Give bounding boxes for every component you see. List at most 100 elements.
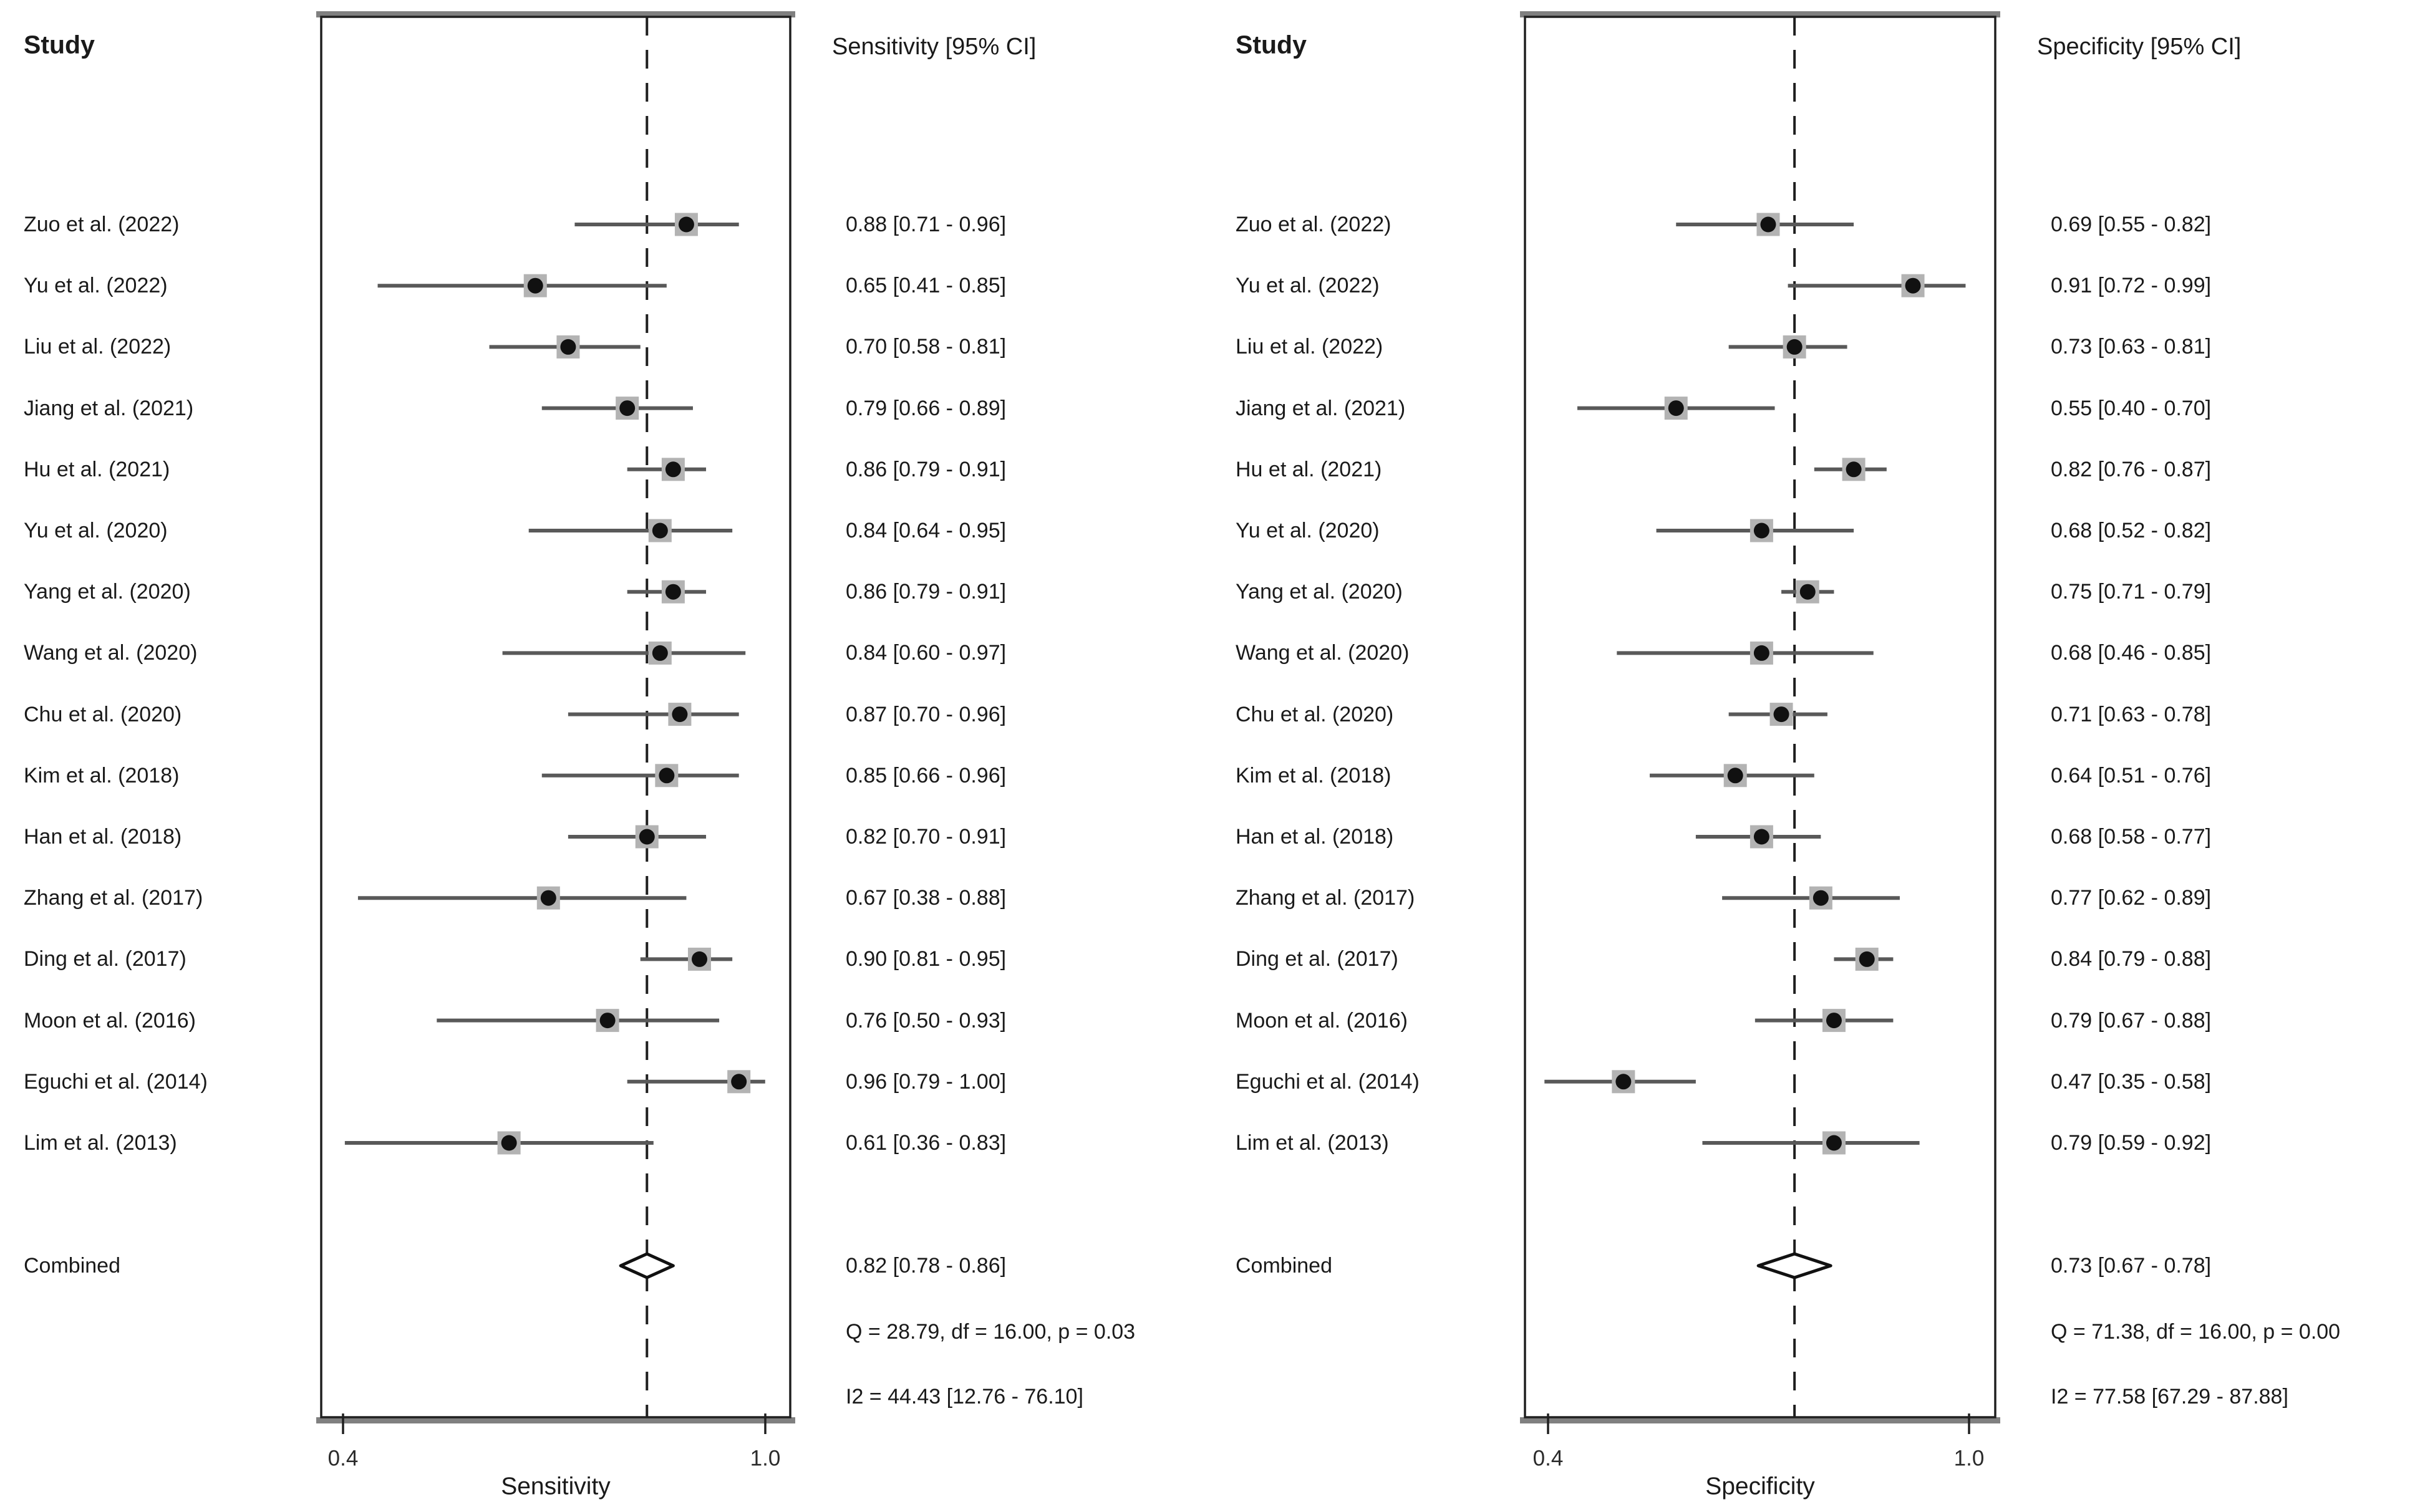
study-label: Ding et al. (2017) xyxy=(24,947,186,971)
plot-box xyxy=(1524,16,1996,1418)
x-axis-title: Specificity xyxy=(1705,1473,1815,1500)
point-dot xyxy=(652,522,668,539)
estimate-value: 0.68 [0.46 - 0.85] xyxy=(2051,641,2212,665)
study-label: Kim et al. (2018) xyxy=(24,763,180,787)
plot-box-bottom-band xyxy=(1520,1417,2000,1423)
estimate-value: 0.68 [0.58 - 0.77] xyxy=(2051,825,2212,849)
point-dot xyxy=(1846,461,1862,478)
estimate-value: 0.68 [0.52 - 0.82] xyxy=(2051,519,2212,542)
estimate-value: 0.64 [0.51 - 0.76] xyxy=(2051,763,2212,787)
heterogeneity-i2-stat: I2 = 44.43 [12.76 - 76.10] xyxy=(846,1385,1083,1408)
estimate-value: 0.82 [0.70 - 0.91] xyxy=(846,825,1007,849)
estimate-value: 0.79 [0.67 - 0.88] xyxy=(2051,1008,2212,1033)
study-label: Moon et al. (2016) xyxy=(1236,1008,1408,1033)
estimate-value: 0.96 [0.79 - 1.00] xyxy=(846,1069,1007,1094)
point-dot xyxy=(665,461,681,478)
point-dot xyxy=(1753,522,1769,539)
study-column-header: Study xyxy=(1236,30,1307,59)
heterogeneity-i2-stat: I2 = 77.58 [67.29 - 87.88] xyxy=(2051,1385,2288,1408)
study-label: Lim et al. (2013) xyxy=(24,1131,177,1155)
study-label: Yu et al. (2020) xyxy=(1236,519,1380,542)
x-axis-tick-label: 1.0 xyxy=(750,1446,781,1471)
point-dot xyxy=(540,890,556,906)
estimate-value: 0.69 [0.55 - 0.82] xyxy=(2051,213,2212,236)
point-dot xyxy=(599,1013,616,1029)
point-dot xyxy=(1727,768,1743,784)
combined-value: 0.73 [0.67 - 0.78] xyxy=(2051,1254,2212,1278)
point-dot xyxy=(1812,890,1829,906)
point-dot xyxy=(692,951,707,967)
summary-diamond xyxy=(619,1252,675,1279)
study-label: Hu et al. (2021) xyxy=(1236,457,1382,481)
point-dot xyxy=(731,1074,747,1090)
x-axis-tick-label: 1.0 xyxy=(1953,1446,1985,1471)
estimate-value: 0.88 [0.71 - 0.96] xyxy=(846,213,1007,236)
point-dot xyxy=(1753,829,1769,845)
study-label: Ding et al. (2017) xyxy=(1236,947,1398,971)
point-dot xyxy=(1615,1074,1632,1090)
study-label: Wang et al. (2020) xyxy=(1236,641,1410,665)
estimate-value: 0.55 [0.40 - 0.70] xyxy=(2051,396,2212,420)
estimate-value: 0.79 [0.59 - 0.92] xyxy=(2051,1131,2212,1155)
combined-label: Combined xyxy=(1236,1254,1332,1278)
x-axis-title: Sensitivity xyxy=(501,1473,611,1500)
heterogeneity-q-stat: Q = 28.79, df = 16.00, p = 0.03 xyxy=(846,1320,1136,1344)
estimate-value: 0.84 [0.64 - 0.95] xyxy=(846,519,1007,542)
study-label: Yang et al. (2020) xyxy=(24,580,191,604)
study-label: Lim et al. (2013) xyxy=(1236,1131,1389,1155)
study-label: Zuo et al. (2022) xyxy=(1236,213,1391,236)
study-label: Jiang et al. (2021) xyxy=(24,396,194,420)
estimate-value: 0.61 [0.36 - 0.83] xyxy=(846,1131,1007,1155)
summary-diamond xyxy=(1756,1252,1832,1279)
point-dot xyxy=(659,768,675,784)
point-dot xyxy=(639,829,655,845)
study-label: Kim et al. (2018) xyxy=(1236,763,1391,787)
x-axis-tick-label: 0.4 xyxy=(327,1446,359,1471)
point-dot xyxy=(665,584,681,600)
point-dot xyxy=(1773,706,1789,723)
estimate-value: 0.84 [0.79 - 0.88] xyxy=(2051,947,2212,971)
estimate-value: 0.86 [0.79 - 0.91] xyxy=(846,457,1007,481)
x-axis-tick-label: 0.4 xyxy=(1532,1446,1564,1471)
study-label: Chu et al. (2020) xyxy=(24,702,182,726)
estimate-value: 0.82 [0.76 - 0.87] xyxy=(2051,457,2212,481)
point-dot xyxy=(527,277,543,294)
value-column-header: Specificity [95% CI] xyxy=(2037,34,2242,60)
point-dot xyxy=(1753,645,1769,661)
value-column-header: Sensitivity [95% CI] xyxy=(832,34,1037,60)
study-label: Yu et al. (2020) xyxy=(24,519,168,542)
study-label: Moon et al. (2016) xyxy=(24,1008,196,1033)
study-label: Chu et al. (2020) xyxy=(1236,702,1394,726)
study-label: Han et al. (2018) xyxy=(1236,825,1394,849)
study-label: Han et al. (2018) xyxy=(24,825,182,849)
point-dot xyxy=(619,400,636,417)
study-label: Eguchi et al. (2014) xyxy=(1236,1069,1420,1094)
point-dot xyxy=(1859,951,1875,967)
study-label: Zhang et al. (2017) xyxy=(1236,886,1415,910)
study-label: Yu et al. (2022) xyxy=(24,274,168,298)
estimate-value: 0.91 [0.72 - 0.99] xyxy=(2051,274,2212,298)
study-label: Jiang et al. (2021) xyxy=(1236,396,1406,420)
estimate-value: 0.70 [0.58 - 0.81] xyxy=(846,335,1007,359)
estimate-value: 0.71 [0.63 - 0.78] xyxy=(2051,702,2212,726)
point-dot xyxy=(678,216,694,233)
point-dot xyxy=(1760,216,1776,233)
study-label: Wang et al. (2020) xyxy=(24,641,198,665)
estimate-value: 0.90 [0.81 - 0.95] xyxy=(846,947,1007,971)
study-label: Yang et al. (2020) xyxy=(1236,580,1403,604)
study-label: Eguchi et al. (2014) xyxy=(24,1069,208,1094)
point-dot xyxy=(672,706,688,723)
study-column-header: Study xyxy=(24,30,95,59)
point-dot xyxy=(1826,1135,1842,1151)
study-label: Zuo et al. (2022) xyxy=(24,213,180,236)
point-dot xyxy=(1905,277,1921,294)
point-dot xyxy=(1668,400,1684,417)
study-label: Hu et al. (2021) xyxy=(24,457,170,481)
estimate-value: 0.86 [0.79 - 0.91] xyxy=(846,580,1007,604)
estimate-value: 0.84 [0.60 - 0.97] xyxy=(846,641,1007,665)
estimate-value: 0.77 [0.62 - 0.89] xyxy=(2051,886,2212,910)
combined-value: 0.82 [0.78 - 0.86] xyxy=(846,1254,1007,1278)
plot-box-top-band xyxy=(316,11,795,17)
point-dot xyxy=(1799,584,1816,600)
